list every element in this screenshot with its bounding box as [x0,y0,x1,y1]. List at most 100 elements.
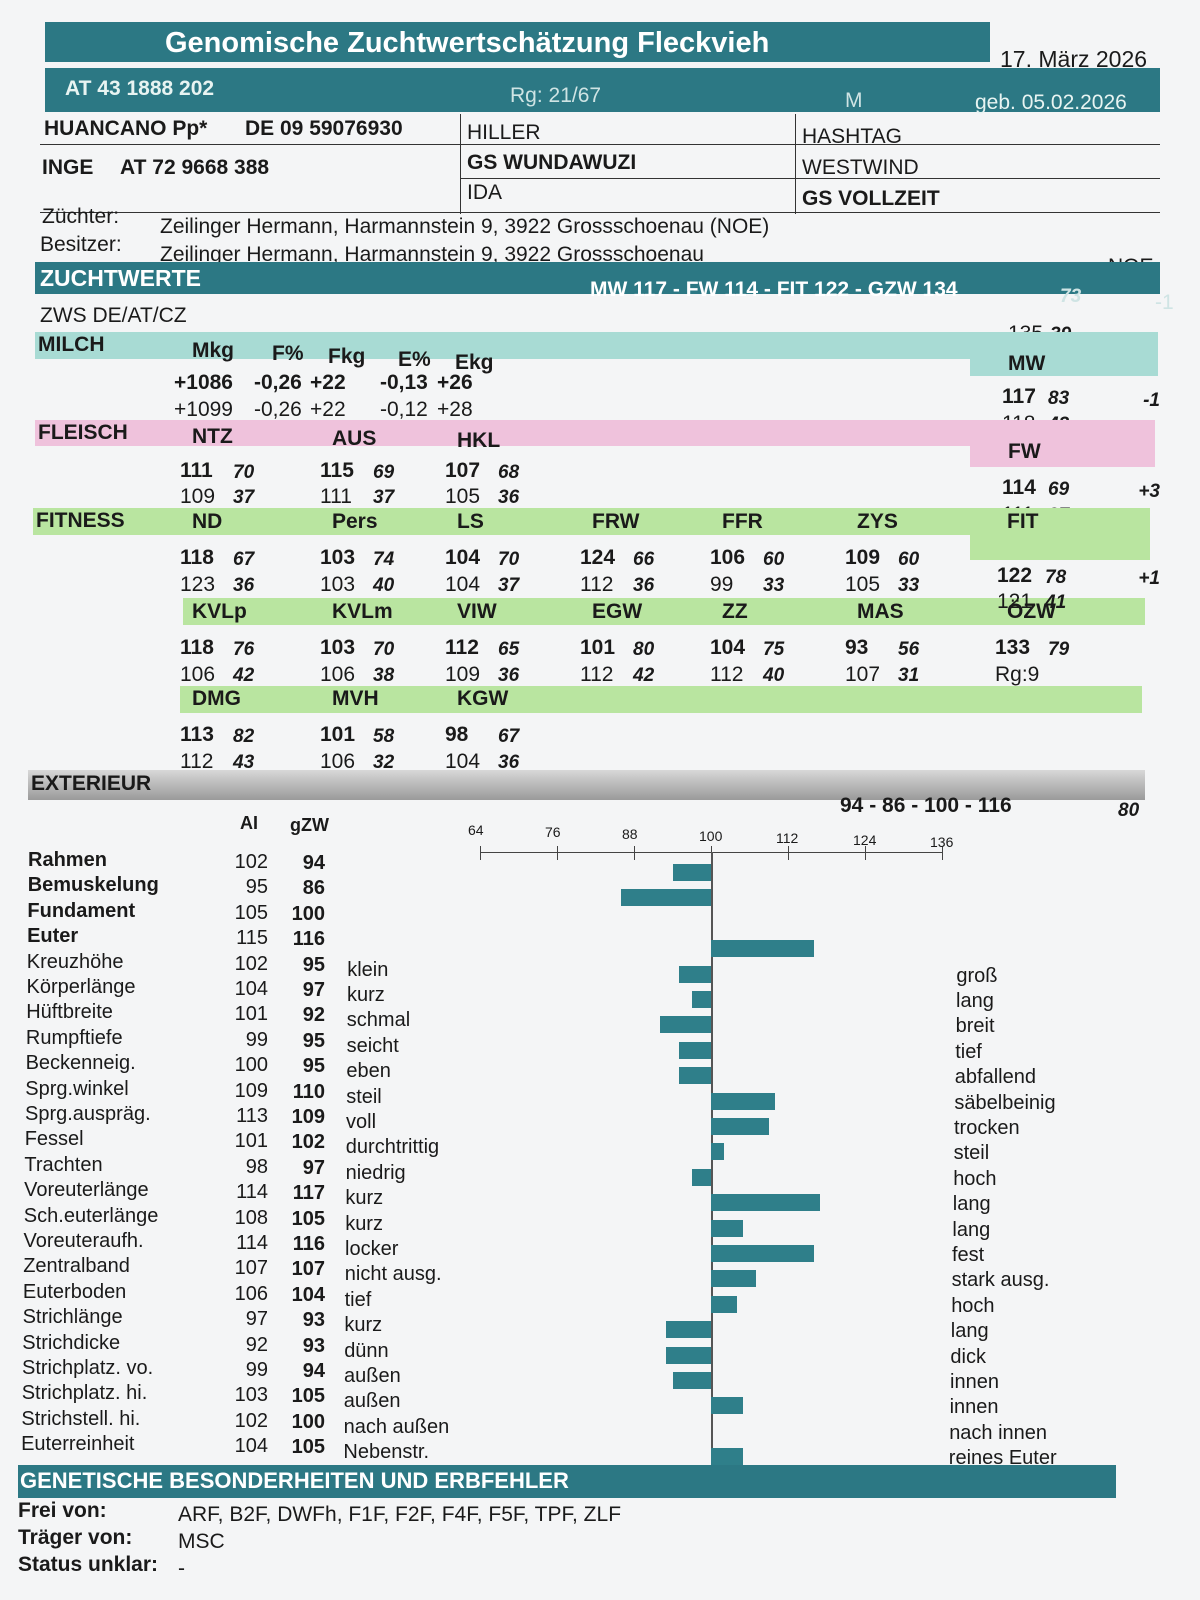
low-label: kurz [347,984,385,1006]
prev-rel: 36 [233,575,255,596]
value: 118 [180,636,214,659]
high-label: reines Euter [948,1447,1057,1470]
owner-label: Besitzer: [40,233,122,256]
pedigree-line [460,178,1160,179]
value: 111 [180,459,213,482]
prev-value: 121 [997,590,1033,613]
column-header: MAS [857,600,904,623]
low-label: kurz [345,1187,384,1210]
column-header: LS [457,510,484,533]
prev-rel: 43 [233,752,255,773]
tick-mark [942,846,943,860]
gzw-value: 93 [302,1309,325,1332]
prev-rel: 38 [373,665,395,686]
prev-value: 104 [445,750,481,773]
bar [691,1168,711,1186]
low-label: steil [346,1085,382,1108]
owner: Zeilinger Hermann, Harmannstein 9, 3922 … [160,243,704,266]
bar [711,1118,769,1135]
value: 115 [320,459,354,482]
prev-rel: 33 [898,575,920,596]
value: 118 [180,546,214,569]
gzw-value: 116 [292,928,325,951]
high-label: steil [953,1142,990,1165]
column-header: Fkg [328,345,366,368]
rel: 56 [898,639,920,660]
prev-value: 107 [845,663,881,686]
zuchtwerte-bar [35,262,1160,294]
column-header: FFR [722,510,763,533]
trait-name: Euter [27,925,79,948]
value: 107 [445,459,481,482]
rel: 67 [498,726,520,747]
rel: 58 [373,726,395,747]
trait-name: Euterboden [22,1280,127,1303]
trait-name: Strichplatz. hi. [21,1382,148,1405]
bar [678,965,711,983]
breeder-label: Züchter: [42,205,120,228]
ai-value: 97 [245,1308,268,1331]
change: -1 [1155,291,1174,314]
prev-value: 112 [180,750,214,773]
animal-id: AT 43 1888 202 [65,77,215,100]
value: 113 [180,723,214,746]
ai-value: 114 [236,1232,268,1254]
trait-name: Fundament [27,899,136,922]
trait-name: Voreuterlänge [24,1179,149,1202]
rel: 65 [498,639,520,660]
bar [711,1270,756,1288]
bar [666,1346,711,1364]
section-title: GENETISCHE BESONDERHEITEN UND ERBFEHLER [20,1468,569,1493]
prev-value: 111 [320,485,352,508]
value: 109 [845,546,881,569]
fitness-band [183,598,1145,625]
high-label: tief [955,1040,982,1063]
prev-value: 109 [445,663,481,686]
ai-value: 115 [236,927,268,950]
high-label: abfallend [954,1066,1036,1089]
value: 122 [997,564,1033,587]
ai-value: 113 [236,1105,268,1127]
index-rel: 83 [1048,388,1070,409]
rel: 70 [498,549,520,570]
column-header: Ekg [455,351,494,374]
trait-name: Trachten [24,1153,103,1176]
item-label: Status unklar: [18,1553,159,1576]
item-value: ARF, B2F, DWFh, F1F, F2F, F4F, F5F, TPF,… [178,1503,622,1526]
trait-name: Fessel [24,1128,84,1151]
high-label: hoch [953,1167,997,1190]
section-title: FLEISCH [38,421,128,444]
index-value: 117 [1002,385,1036,408]
rel: 70 [233,462,255,483]
gzw-value: 105 [291,1436,325,1459]
value: 112 [445,636,479,659]
grandparent: IDA [467,181,503,204]
dam-name: INGE [42,156,94,179]
ai-value: 109 [234,1079,268,1102]
value: +1086 [174,371,233,394]
pedigree-line [460,114,461,214]
prev-rel: 37 [233,487,255,508]
ai-value: 101 [234,1003,268,1026]
low-label: nicht ausg. [344,1263,442,1286]
gzw-value: 105 [291,1385,325,1408]
summary-rel: 73 [1060,286,1082,307]
high-label: innen [949,1396,999,1419]
trait-name: Strichstell. hi. [21,1407,141,1430]
bar [672,1372,711,1389]
column-header: NTZ [192,425,233,448]
column-header: ZYS [857,510,898,533]
low-label: außen [344,1365,401,1387]
rel: 70 [373,639,395,660]
value: 101 [580,636,616,659]
grandparent: GS WUNDAWUZI [467,151,637,174]
column-header: AUS [332,427,377,450]
column-header: F% [272,342,304,365]
trait-name: Körperlänge [26,976,136,998]
prev-rel: 36 [498,487,520,508]
tick-label: 88 [622,826,638,842]
prev-rel: 37 [498,575,520,596]
index-change: +3 [1138,481,1160,502]
trait-name: Rumpftiefe [25,1026,123,1049]
great-grandparent: GS VOLLZEIT [802,187,940,210]
